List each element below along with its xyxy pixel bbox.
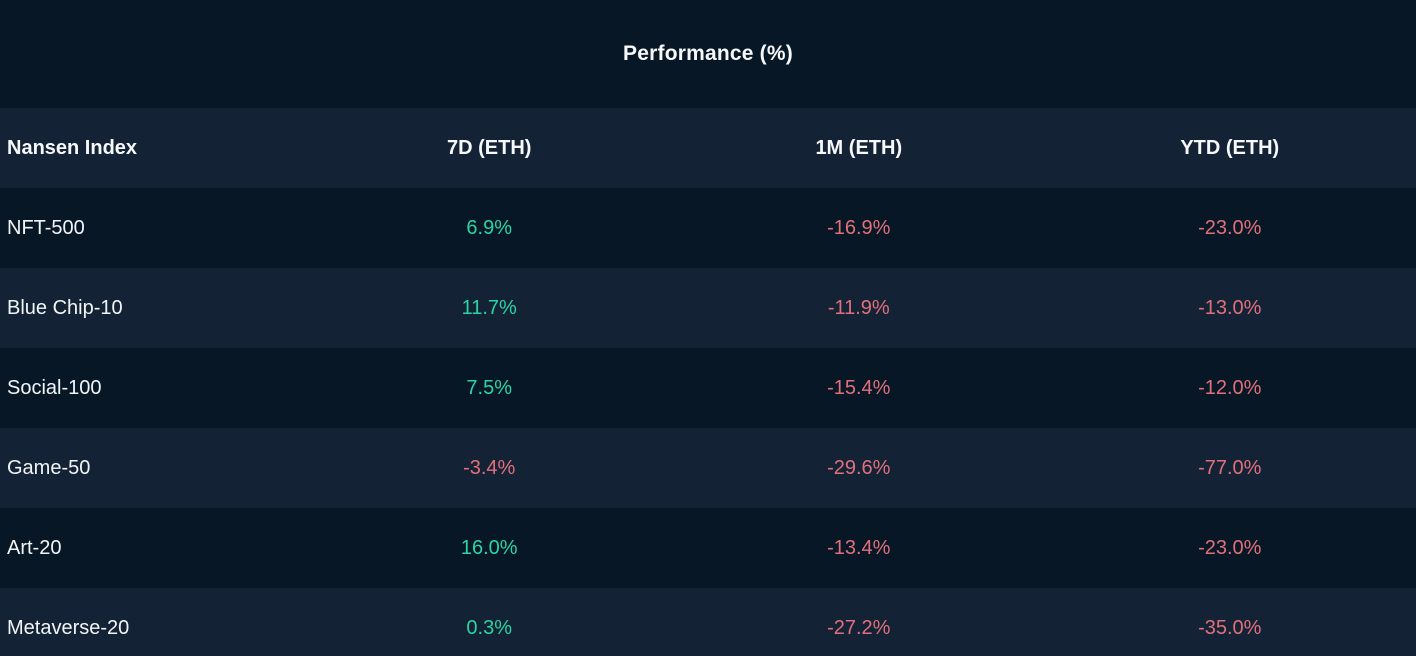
value-1m: -16.9% xyxy=(827,216,891,239)
index-name: NFT-500 xyxy=(7,216,85,239)
value-1m: -15.4% xyxy=(827,376,891,399)
value-ytd: -77.0% xyxy=(1198,456,1262,479)
table-title: Performance (%) xyxy=(623,42,793,65)
value-ytd: -13.0% xyxy=(1198,296,1262,319)
value-7d: 16.0% xyxy=(460,536,518,559)
index-name: Social-100 xyxy=(7,376,102,399)
value-7d: -3.4% xyxy=(463,456,516,479)
table-title-band: Performance (%) xyxy=(0,0,1416,108)
table-row-metaverse-20: Metaverse-20 0.3% -27.2% -35.0% xyxy=(0,588,1416,656)
value-ytd: -12.0% xyxy=(1198,376,1262,399)
value-ytd: -23.0% xyxy=(1198,536,1262,559)
index-name: Blue Chip-10 xyxy=(7,296,123,319)
column-header-nansen-index: Nansen Index xyxy=(7,136,138,159)
value-7d: 11.7% xyxy=(461,296,517,319)
value-7d: 0.3% xyxy=(466,616,513,639)
column-header-ytd-eth: YTD (ETH) xyxy=(1180,136,1280,159)
index-name: Metaverse-20 xyxy=(7,616,130,639)
table-row-game-50: Game-50 -3.4% -29.6% -77.0% xyxy=(0,428,1416,508)
index-name: Game-50 xyxy=(7,456,91,479)
table-row-art-20: Art-20 16.0% -13.4% -23.0% xyxy=(0,508,1416,588)
index-name: Art-20 xyxy=(7,536,62,559)
value-ytd: -35.0% xyxy=(1198,616,1262,639)
value-7d: 7.5% xyxy=(466,376,513,399)
table-header-row: Nansen Index 7D (ETH) 1M (ETH) YTD (ETH) xyxy=(0,108,1416,188)
column-header-7d-eth: 7D (ETH) xyxy=(446,136,532,159)
value-7d: 6.9% xyxy=(466,216,513,239)
value-1m: -27.2% xyxy=(827,616,891,639)
table-row-nft-500: NFT-500 6.9% -16.9% -23.0% xyxy=(0,188,1416,268)
value-1m: -11.9% xyxy=(827,296,890,319)
table-row-social-100: Social-100 7.5% -15.4% -12.0% xyxy=(0,348,1416,428)
column-header-1m-eth: 1M (ETH) xyxy=(815,136,903,159)
value-1m: -29.6% xyxy=(827,456,891,479)
table-row-blue-chip-10: Blue Chip-10 11.7% -11.9% -13.0% xyxy=(0,268,1416,348)
performance-table: Nansen Index 7D (ETH) 1M (ETH) YTD (ETH)… xyxy=(0,108,1416,656)
value-ytd: -23.0% xyxy=(1198,216,1262,239)
value-1m: -13.4% xyxy=(827,536,891,559)
